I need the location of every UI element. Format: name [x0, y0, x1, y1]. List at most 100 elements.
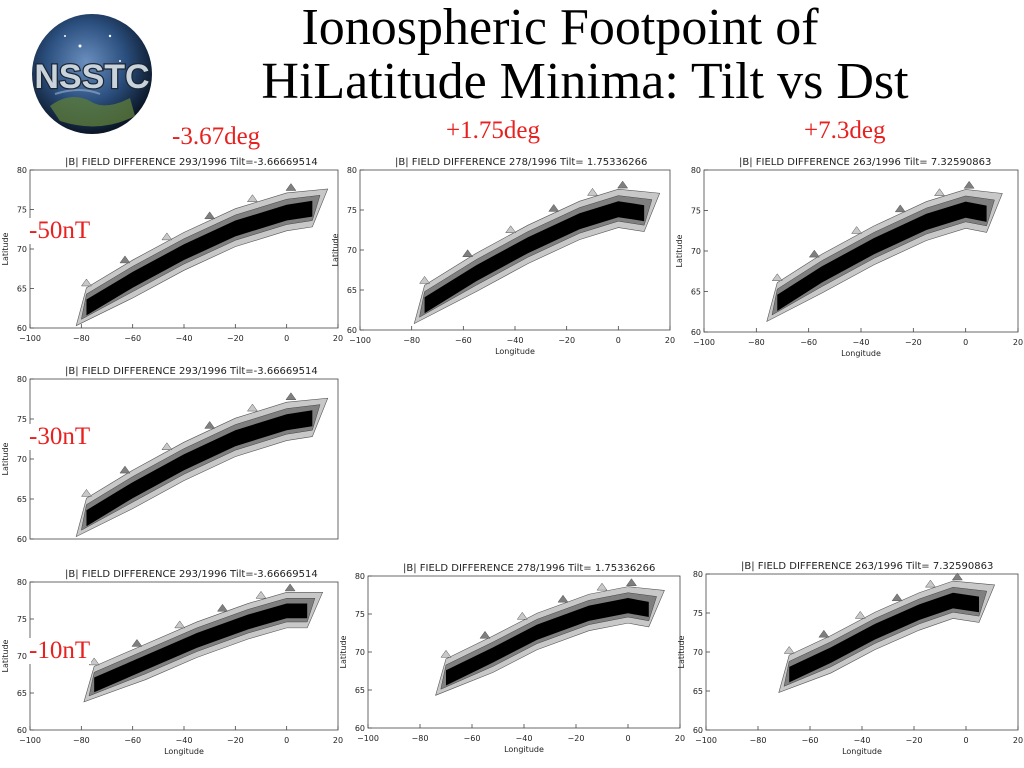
contour-fragment — [783, 646, 795, 654]
y-tick-label: 70 — [347, 246, 357, 255]
x-tick-label: 0 — [625, 734, 630, 743]
panel-title: |B| FIELD DIFFERENCE 263/1996 Tilt= 7.32… — [741, 561, 993, 572]
x-tick-label: −40 — [176, 736, 193, 745]
contour-fragment — [80, 278, 92, 287]
contour-fragment — [246, 403, 258, 412]
x-tick-label: 20 — [675, 734, 685, 743]
x-tick-label: −100 — [695, 736, 717, 745]
x-tick-label: −40 — [516, 734, 533, 743]
x-tick-label: −20 — [558, 336, 575, 345]
contour-fragment — [284, 583, 296, 592]
y-tick-label: 80 — [693, 570, 703, 579]
x-tick-label: −100 — [19, 334, 41, 343]
x-tick-label: −60 — [802, 736, 819, 745]
y-tick-label: 60 — [17, 324, 27, 333]
y-tick-label: 65 — [17, 495, 27, 504]
column-label-tilt-small: +1.75deg — [446, 117, 540, 144]
y-tick-label: 65 — [17, 689, 27, 698]
contour-level-core — [94, 603, 308, 693]
y-tick-label: 75 — [355, 610, 365, 619]
contour-fragment — [505, 225, 517, 233]
contour-fragment — [174, 620, 186, 629]
y-tick-label: 60 — [691, 328, 701, 337]
y-tick-label: 75 — [17, 615, 27, 624]
contour-fragment — [548, 203, 560, 212]
contour-level-core — [424, 201, 645, 314]
x-axis-label: Longitude — [495, 347, 535, 356]
y-axis-label: Latitude — [339, 635, 348, 668]
x-tick-label: −80 — [73, 334, 90, 343]
row-label-dst-50: -50nT — [28, 217, 92, 244]
contour-fragment — [204, 420, 216, 429]
y-tick-label: 75 — [693, 609, 703, 618]
x-tick-label: 20 — [333, 736, 343, 745]
contour-level-mid — [419, 195, 653, 318]
x-tick-label: −80 — [403, 336, 420, 345]
contour-fragment — [963, 180, 975, 189]
contour-fragment — [285, 392, 297, 400]
contour-fragment — [479, 630, 491, 639]
y-tick-label: 70 — [17, 245, 27, 254]
x-tick-label: 20 — [333, 334, 343, 343]
contour-fragment — [934, 188, 945, 196]
contour-fragment — [808, 249, 820, 258]
x-tick-label: −60 — [455, 336, 472, 345]
x-tick-label: −20 — [227, 736, 244, 745]
y-tick-label: 60 — [355, 724, 365, 733]
x-tick-label: −80 — [748, 338, 765, 347]
x-tick-label: −60 — [800, 338, 817, 347]
x-tick-label: −20 — [568, 734, 585, 743]
contour-fragment — [951, 572, 963, 581]
y-tick-label: 70 — [355, 648, 365, 657]
x-tick-label: −80 — [73, 736, 90, 745]
contour-fragment — [891, 593, 903, 602]
contour-fragment — [161, 232, 173, 241]
page-title-line-1: Ionospheric Footpoint of — [301, 0, 819, 56]
y-tick-label: 70 — [17, 455, 27, 464]
y-tick-label: 80 — [17, 375, 27, 384]
contour-fragment — [217, 603, 228, 612]
contour-fragment — [246, 194, 258, 202]
y-axis-label: Latitude — [331, 233, 340, 266]
y-tick-label: 75 — [347, 206, 357, 215]
y-tick-label: 75 — [17, 206, 27, 215]
contour-fragment — [255, 590, 267, 599]
panel-title: |B| FIELD DIFFERENCE 263/1996 Tilt= 7.32… — [739, 157, 991, 168]
x-tick-label: 20 — [1013, 338, 1023, 347]
x-axis-label: Longitude — [504, 745, 544, 754]
x-tick-label: −80 — [750, 736, 767, 745]
contour-fragment — [924, 579, 936, 588]
contour-fragment — [119, 255, 131, 264]
x-tick-label: −60 — [464, 734, 481, 743]
x-tick-label: −80 — [412, 734, 429, 743]
y-tick-label: 60 — [17, 535, 27, 544]
contour-fragment — [771, 273, 783, 281]
x-tick-label: −60 — [124, 736, 141, 745]
x-tick-label: −20 — [905, 338, 922, 347]
contour-level-core — [86, 200, 313, 316]
x-tick-label: −100 — [357, 734, 379, 743]
contour-fragment — [596, 582, 608, 591]
y-tick-label: 80 — [347, 166, 357, 175]
y-tick-label: 60 — [693, 726, 703, 735]
y-tick-label: 60 — [17, 726, 27, 735]
panel-title: |B| FIELD DIFFERENCE 278/1996 Tilt= 1.75… — [403, 563, 655, 574]
x-tick-label: −20 — [227, 334, 244, 343]
x-axis-label: Longitude — [841, 349, 881, 358]
contour-fragment — [587, 187, 598, 196]
contour-level-core — [777, 201, 987, 311]
logo-text: NSSTC — [34, 58, 149, 96]
column-label-tilt-large: +7.3deg — [804, 117, 886, 144]
contour-fragment — [516, 611, 528, 620]
y-axis-label: Latitude — [1, 639, 10, 672]
y-tick-label: 65 — [17, 285, 27, 294]
contour-fragment — [285, 183, 297, 191]
y-axis-label: Latitude — [677, 635, 686, 668]
x-axis-label: Longitude — [842, 747, 882, 756]
y-tick-label: 65 — [693, 687, 703, 696]
